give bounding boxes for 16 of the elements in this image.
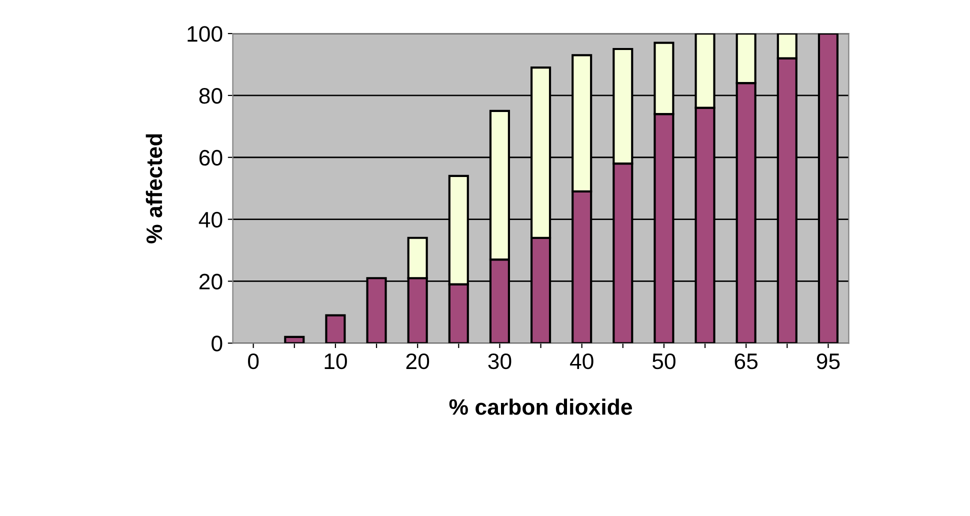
x-tick-label: 20 [406,353,430,370]
x-axis-title: % carbon dioxide [449,398,632,415]
x-tick-label: 30 [488,353,512,370]
x-tick-label: 65 [734,353,758,370]
y-axis-title: % affected [146,134,162,244]
x-tick-label: 40 [570,353,594,370]
x-tick-label: 0 [248,353,259,370]
x-tick-label: 95 [816,353,840,370]
y-tick-label: 60 [199,150,222,166]
y-tick-label: 40 [198,212,222,228]
y-tick-label: 20 [199,274,222,290]
x-tick-label: 10 [324,353,347,370]
y-tick-label: 100 [188,26,222,42]
x-tick-label: 50 [652,353,676,370]
y-tick-label: 0 [212,336,222,352]
y-tick-label: 80 [199,88,222,104]
